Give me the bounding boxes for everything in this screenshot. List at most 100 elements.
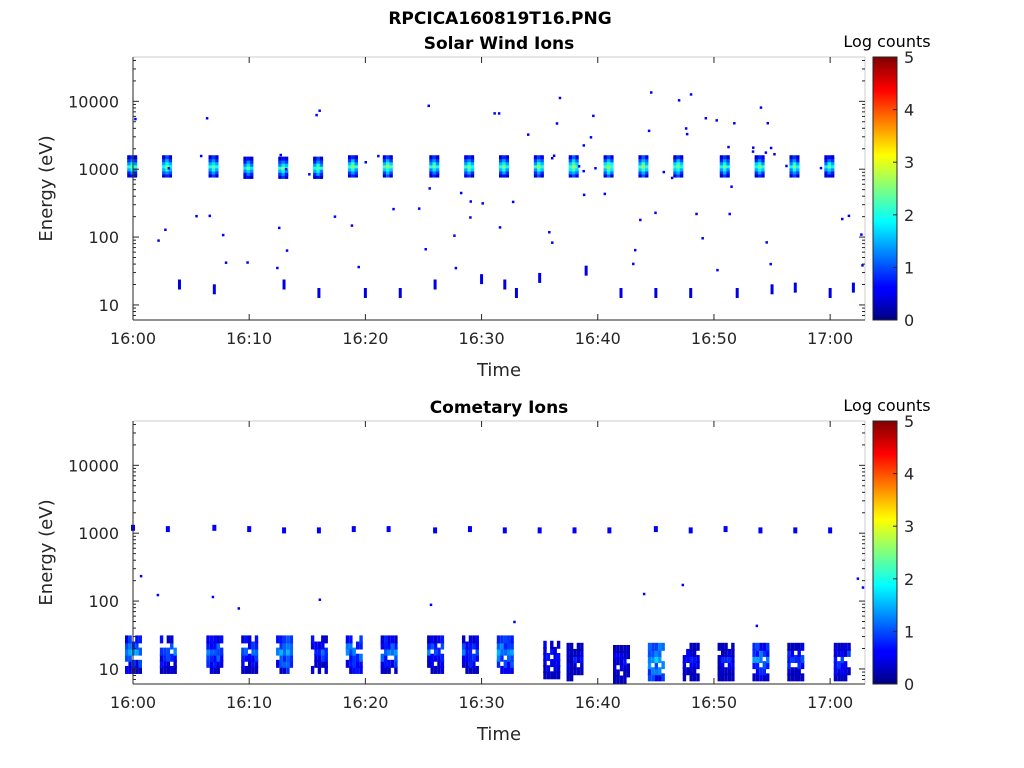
cluster-cell xyxy=(281,162,285,167)
cluster-cell xyxy=(467,164,471,169)
burst-cell xyxy=(166,653,171,662)
burst-cell xyxy=(654,673,659,682)
burst-cell xyxy=(692,655,697,664)
burst-cell xyxy=(472,659,476,668)
burst-cell xyxy=(128,659,132,668)
cluster-cell xyxy=(638,164,642,169)
cluster-cell xyxy=(429,158,433,163)
burst-cell xyxy=(468,659,473,668)
cluster-cell xyxy=(470,167,475,172)
cluster-cell xyxy=(723,170,727,175)
ion-cluster xyxy=(208,155,219,178)
cluster-cell xyxy=(354,155,358,160)
cluster-cell xyxy=(679,173,684,178)
x-tick-label: 16:30 xyxy=(459,693,505,712)
burst-cell xyxy=(138,647,142,656)
noise-count xyxy=(582,169,585,173)
noise-count xyxy=(764,151,768,154)
burst-cell xyxy=(626,644,630,653)
burst-cell xyxy=(384,641,388,650)
cluster-cell xyxy=(351,164,355,169)
burst-cell xyxy=(755,661,760,670)
burst-cell xyxy=(510,665,514,674)
burst-cell xyxy=(286,653,290,662)
cluster-cell xyxy=(499,155,503,160)
cluster-cell xyxy=(165,158,169,163)
burst-cell xyxy=(569,667,574,676)
cluster-cell xyxy=(568,167,573,172)
high-energy-event xyxy=(653,526,658,533)
burst-cell xyxy=(510,659,514,668)
cluster-cell xyxy=(540,164,544,169)
burst-cell xyxy=(433,653,438,662)
burst-cell xyxy=(135,635,139,644)
colorbar-label: Log counts xyxy=(843,396,930,415)
cluster-cell xyxy=(211,164,216,169)
cluster-cell xyxy=(754,155,759,160)
noise-count xyxy=(647,129,651,133)
noise-count xyxy=(632,262,635,266)
burst-cell xyxy=(755,648,760,657)
burst-cell xyxy=(209,647,214,656)
burst-cell xyxy=(394,647,398,656)
cluster-cell xyxy=(540,158,544,163)
cluster-cell xyxy=(719,161,724,166)
low-energy-event xyxy=(689,287,693,298)
burst-cell xyxy=(623,663,627,672)
cluster-cell xyxy=(435,155,440,160)
cluster-cell xyxy=(638,158,642,163)
low-energy-event xyxy=(212,284,216,295)
ion-burst xyxy=(427,635,445,674)
cluster-cell xyxy=(824,173,828,178)
cluster-cell xyxy=(130,167,134,172)
low-energy-event xyxy=(282,279,286,290)
burst-cell xyxy=(569,661,574,670)
noise-count xyxy=(157,239,160,242)
burst-cell xyxy=(472,665,476,674)
x-tick-label: 16:50 xyxy=(691,329,737,348)
burst-cell xyxy=(209,641,214,650)
burst-cell xyxy=(613,644,617,653)
burst-cell xyxy=(689,661,693,670)
cluster-cell xyxy=(354,170,358,175)
cluster-cell xyxy=(284,165,289,170)
noise-count xyxy=(785,164,788,168)
noise-count xyxy=(716,268,719,272)
burst-cell xyxy=(359,641,363,650)
burst-cell xyxy=(626,663,630,672)
burst-cell xyxy=(543,671,547,680)
burst-cell xyxy=(314,647,318,656)
cluster-cell xyxy=(208,158,212,163)
cluster-cell xyxy=(757,173,762,178)
burst-cell xyxy=(619,651,624,660)
burst-cell xyxy=(241,647,245,656)
noise-count xyxy=(246,261,249,264)
burst-cell xyxy=(437,635,441,644)
cluster-cell xyxy=(754,170,759,175)
cluster-cell xyxy=(432,164,436,169)
cluster-cell xyxy=(645,164,649,169)
cluster-cell xyxy=(638,155,642,160)
burst-cell xyxy=(219,659,224,668)
burst-cell xyxy=(654,655,659,664)
burst-cell xyxy=(731,673,735,682)
burst-cell xyxy=(550,640,554,649)
cluster-cell xyxy=(246,165,251,170)
plot-area xyxy=(133,57,865,320)
cluster-cell xyxy=(827,164,832,169)
cluster-cell xyxy=(572,155,576,160)
burst-cell xyxy=(282,665,287,674)
cluster-cell xyxy=(386,158,390,163)
ion-cluster xyxy=(603,155,614,178)
burst-cell xyxy=(440,659,445,668)
cluster-cell xyxy=(389,155,393,160)
burst-cell xyxy=(380,635,385,644)
burst-cell xyxy=(613,669,617,678)
burst-cell xyxy=(500,635,504,644)
burst-cell xyxy=(384,635,388,644)
burst-cell xyxy=(759,642,763,651)
noise-count xyxy=(357,265,360,269)
burst-cell xyxy=(696,673,700,682)
colorbar-tick-label: 1 xyxy=(904,622,914,641)
burst-cell xyxy=(345,647,350,656)
